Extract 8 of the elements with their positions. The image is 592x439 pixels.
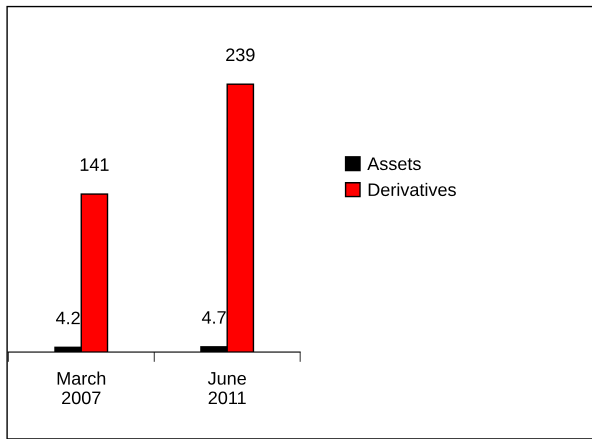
x-tick-label: March 2007: [58, 372, 106, 404]
legend-label: Derivatives: [368, 182, 456, 196]
legend-label: Assets: [367, 158, 421, 170]
data-label: 4.7: [202, 311, 226, 324]
data-label: 4.2: [56, 312, 80, 324]
data-label: 239: [226, 48, 255, 62]
x-tick-label: June 2011: [208, 372, 246, 404]
data-label: 141: [80, 158, 109, 171]
